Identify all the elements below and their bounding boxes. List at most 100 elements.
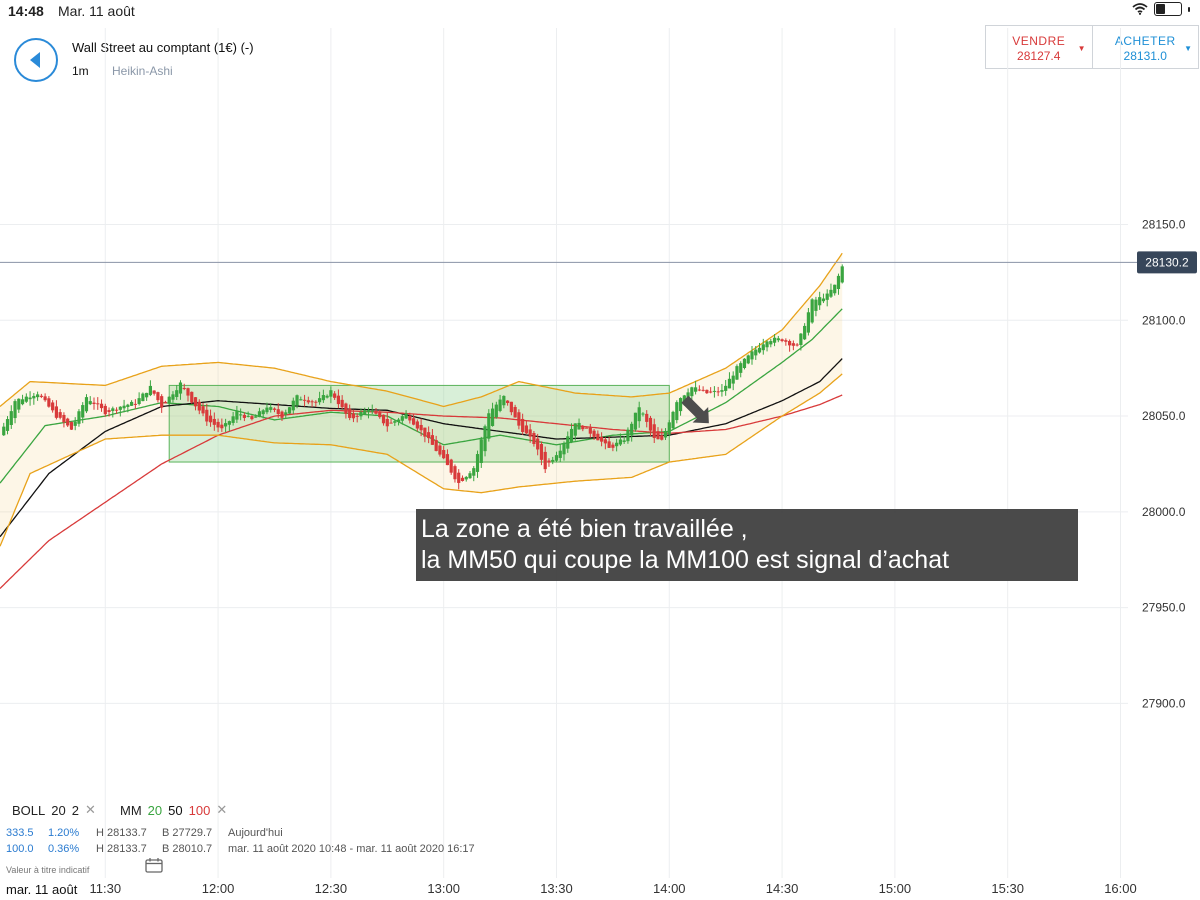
sell-button[interactable]: VENDRE 28127.4 ▼ <box>986 26 1092 68</box>
candle-body <box>633 412 638 430</box>
candle-body <box>449 459 453 473</box>
candle-body <box>216 421 220 428</box>
timeframe-selector[interactable]: 1m <box>72 64 89 78</box>
candle-body <box>363 410 367 415</box>
boll-name: BOLL <box>12 802 46 818</box>
info-row-today: 333.5 1.20% H 28133.7 B 27729.7 Aujourd'… <box>6 827 283 839</box>
candle-body <box>261 410 265 415</box>
candle-body <box>803 325 807 340</box>
battery-tip <box>1188 6 1190 12</box>
candle-body <box>265 407 269 413</box>
trade-panel: VENDRE 28127.4 ▼ ACHETER 28131.0 ▼ <box>985 25 1199 69</box>
boll-lower-line <box>0 373 843 547</box>
candle-body <box>107 410 111 412</box>
change-points: 333.5 <box>6 827 34 839</box>
candle-body <box>333 393 337 398</box>
candle-body <box>799 333 803 345</box>
status-time: 14:48 <box>8 3 44 19</box>
back-button[interactable] <box>14 38 58 82</box>
candle-body <box>133 403 137 405</box>
candle-body <box>381 414 386 424</box>
instrument-title: Wall Street au comptant (1€) (-) <box>72 40 254 55</box>
candle-body <box>460 477 465 481</box>
candle-body <box>306 400 310 403</box>
candle-body <box>272 408 277 410</box>
x-tick-label: 12:00 <box>202 881 235 896</box>
candle-body <box>739 363 743 373</box>
candle-body <box>630 423 634 436</box>
mm-period-50: 50 <box>168 802 183 818</box>
remove-boll-icon[interactable]: ✕ <box>84 802 96 817</box>
candle-body <box>727 378 732 389</box>
candle-body <box>667 422 671 435</box>
candle-body <box>536 438 540 450</box>
candle-body <box>502 395 506 406</box>
y-tick-label: 28000.0 <box>1142 505 1186 519</box>
candle-body <box>122 405 126 409</box>
candle-body <box>54 406 58 418</box>
annotation-line-1: La zone a été bien travaillée , <box>421 515 748 543</box>
candle-body <box>423 427 427 437</box>
candle-body <box>393 421 397 423</box>
candle-body <box>506 400 510 404</box>
candle-body <box>201 406 205 414</box>
candle-body <box>257 411 262 418</box>
candle-body <box>152 390 156 394</box>
boll-deviation: 2 <box>71 802 79 818</box>
candle-body <box>340 399 344 408</box>
candle-body <box>88 401 92 405</box>
buy-button[interactable]: ACHETER 28131.0 ▼ <box>1091 26 1199 68</box>
change-percent: 0.36% <box>48 843 80 855</box>
candle-body <box>2 426 6 436</box>
candle-body <box>660 435 664 440</box>
candle-body <box>32 395 36 399</box>
candle-body <box>810 299 814 323</box>
boll-period: 20 <box>51 802 66 818</box>
candle-body <box>321 395 325 401</box>
status-date: Mar. 11 août <box>58 3 135 19</box>
remove-mm-icon[interactable]: ✕ <box>216 802 228 817</box>
consolidation-zone <box>168 384 670 463</box>
candle-body <box>712 390 716 392</box>
y-tick-label: 28100.0 <box>1142 313 1186 327</box>
x-tick-label: 12:30 <box>315 881 348 896</box>
chart-type-selector[interactable]: Heikin-Ashi <box>112 64 173 78</box>
candle-body <box>351 413 356 419</box>
candle-body <box>442 450 446 459</box>
candle-body <box>434 439 438 451</box>
candle-body <box>487 413 491 439</box>
candle-body <box>408 415 412 421</box>
candle-body <box>701 389 705 391</box>
candle-body <box>318 398 322 403</box>
candle-body <box>596 433 600 441</box>
candle-body <box>438 445 442 455</box>
candle-body <box>344 403 348 414</box>
candle-body <box>400 416 404 421</box>
candle-body <box>457 472 461 483</box>
candle-body <box>765 341 769 348</box>
candle-body <box>840 266 844 283</box>
candle-body <box>731 375 735 384</box>
calendar-icon[interactable] <box>145 857 163 873</box>
bollinger-band-fill <box>0 253 843 547</box>
candle-body <box>9 411 13 425</box>
annotation-line-2: la MM50 qui coupe la MM100 est signal d’… <box>421 546 950 574</box>
candle-body <box>509 401 513 413</box>
candle-body <box>554 455 559 461</box>
candle-body <box>806 312 810 333</box>
candle-body <box>637 407 641 422</box>
candle-body <box>415 421 419 429</box>
change-percent: 1.20% <box>48 827 80 839</box>
candle-body <box>694 387 698 392</box>
candle-body <box>772 337 777 343</box>
candle-body <box>784 340 788 342</box>
x-tick-label: 16:00 <box>1104 881 1137 896</box>
candle-body <box>652 424 656 438</box>
candle-body <box>141 393 145 402</box>
candle-body <box>58 412 62 418</box>
high-value: H 28133.7 <box>96 843 147 855</box>
candle-body <box>190 391 194 403</box>
candle-body <box>592 430 596 437</box>
candle-body <box>569 428 574 443</box>
